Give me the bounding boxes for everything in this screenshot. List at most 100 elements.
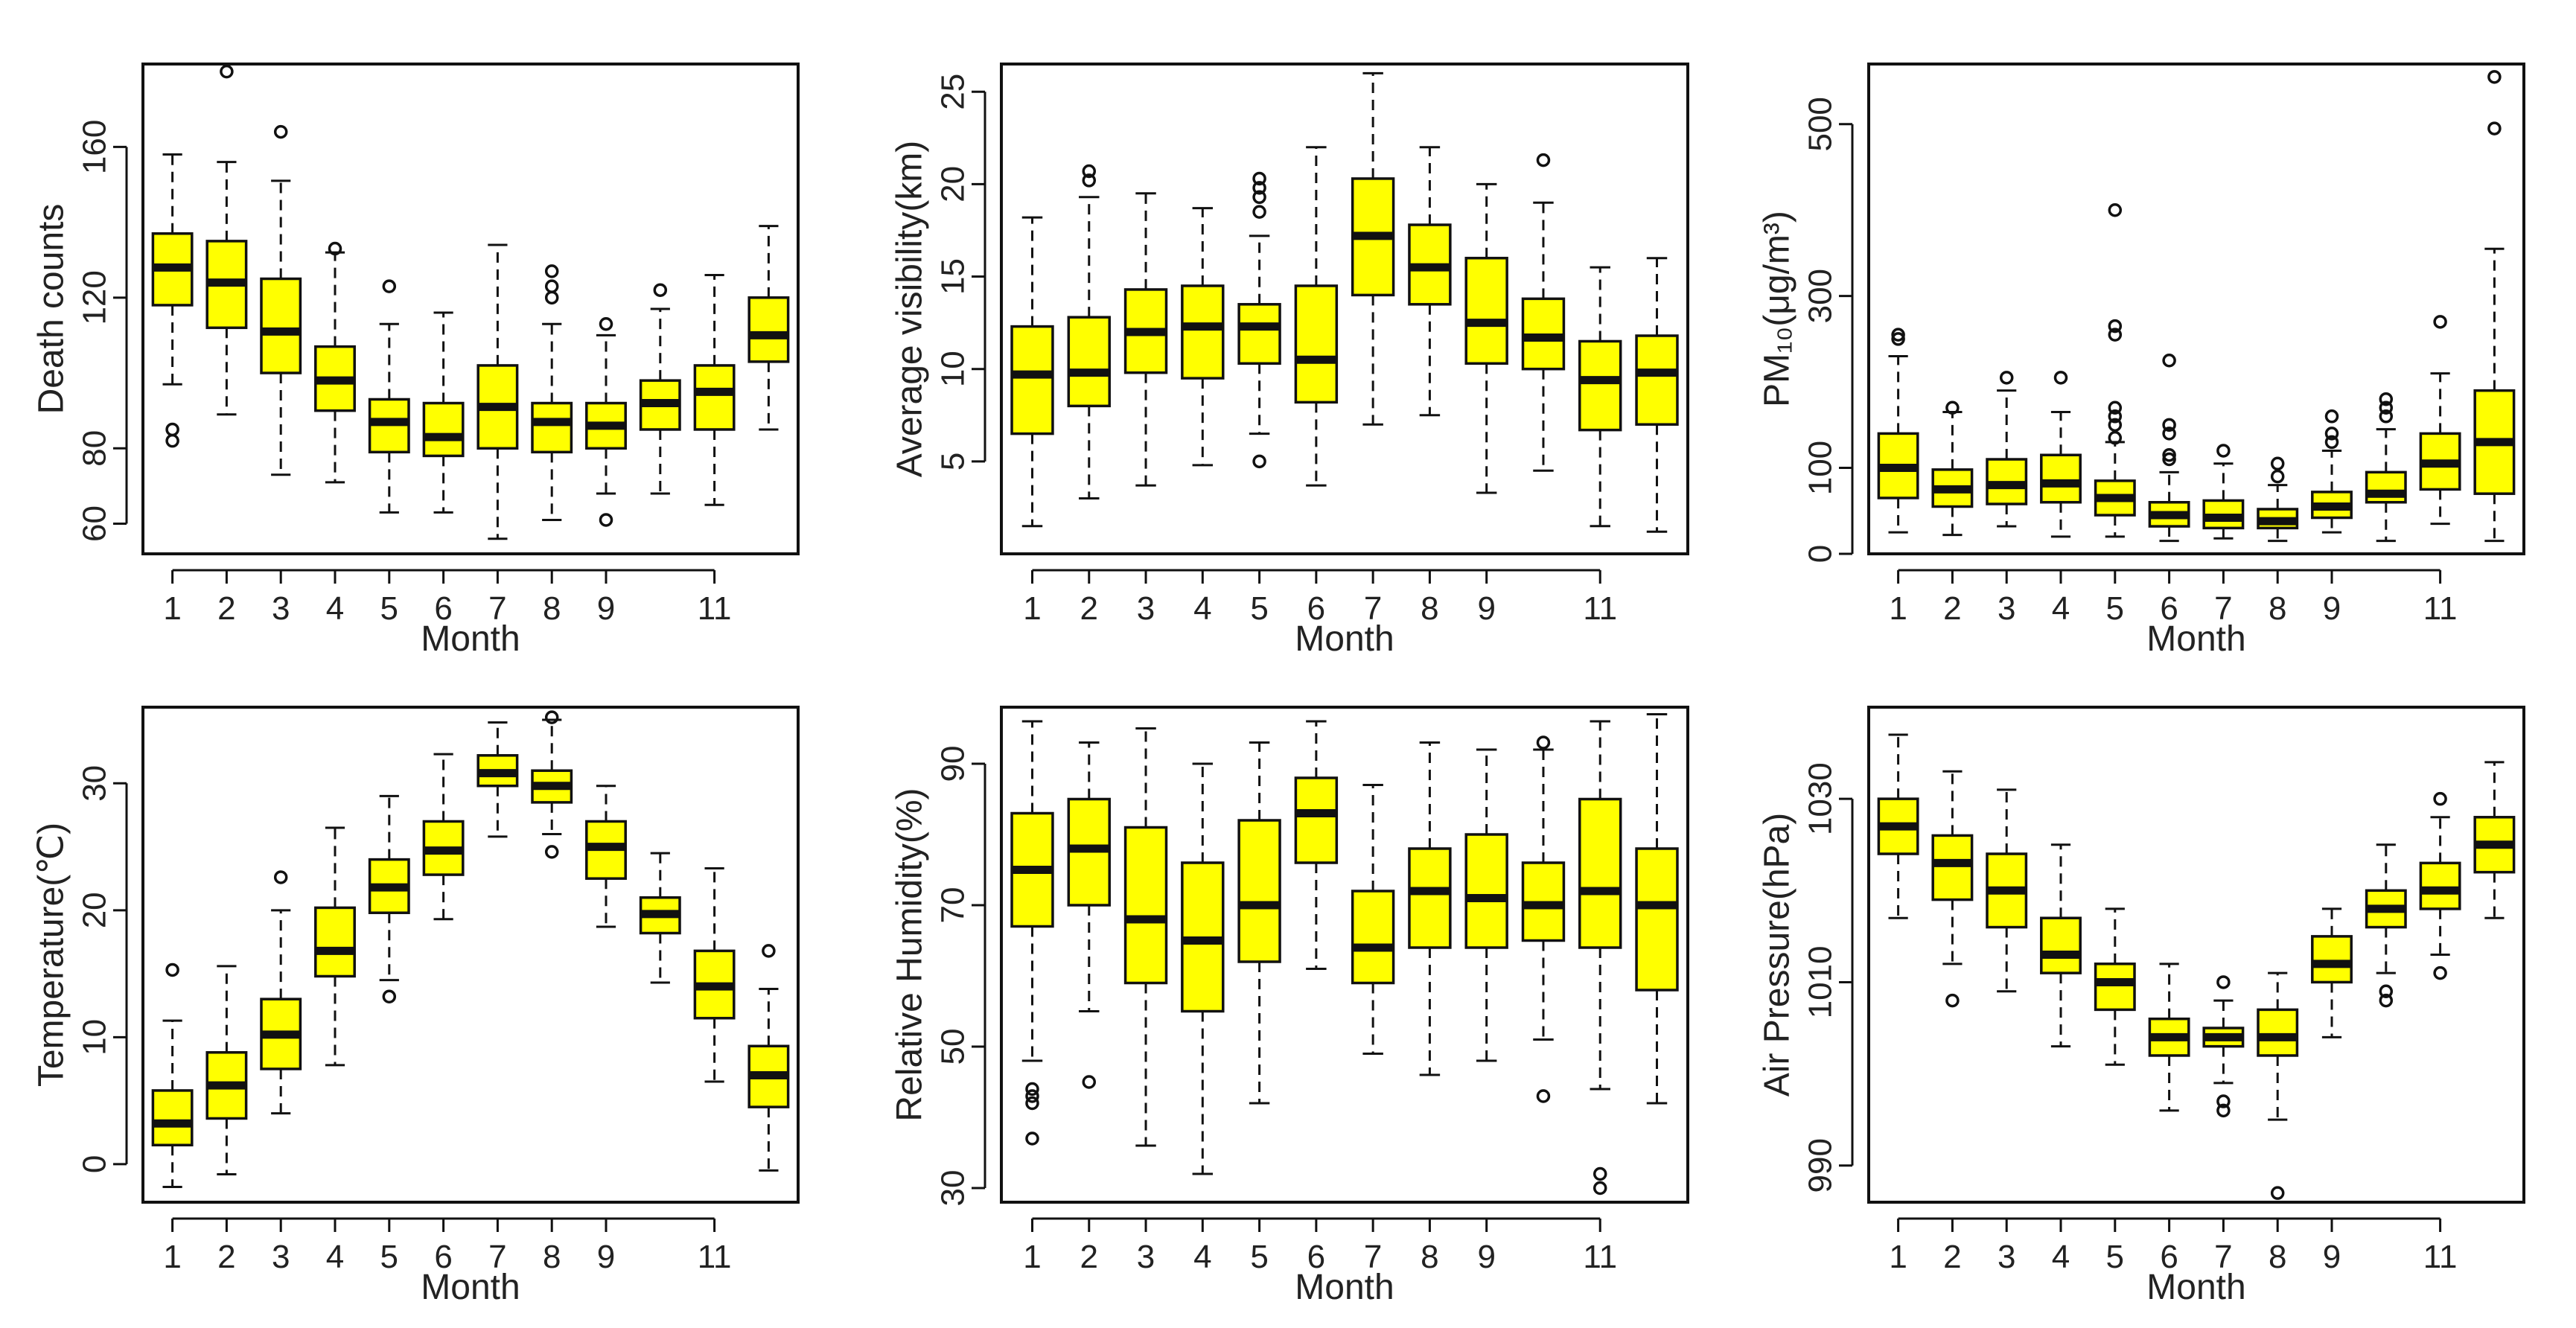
x-axis-title: Month (2146, 1268, 2245, 1307)
outlier-point (2108, 409, 2123, 424)
box-month-11 (693, 867, 736, 1083)
outlier-point (1593, 1181, 1607, 1195)
outlier-point (1536, 153, 1551, 167)
x-tick-label: 2 (217, 590, 235, 627)
y-tick-label: 10 (77, 1019, 113, 1056)
x-tick-label: 5 (380, 590, 398, 627)
outlier-point (2053, 371, 2068, 385)
outlier-point (1945, 400, 1960, 415)
iqr-box (1635, 334, 1679, 426)
x-axis-title: Month (421, 619, 520, 659)
x-tick-label: 2 (1080, 590, 1098, 627)
outlier-point (165, 422, 179, 437)
box-month-8 (531, 264, 573, 521)
box-month-7 (1351, 71, 1395, 426)
box-month-2 (1067, 741, 1111, 1089)
iqr-box (1931, 834, 1974, 901)
box-month-12 (2473, 70, 2516, 543)
box-month-12 (2473, 761, 2516, 919)
box-month-12 (747, 944, 790, 1172)
box-month-6 (422, 311, 465, 514)
iqr-box (1237, 819, 1281, 963)
y-tick-label: 990 (1802, 1138, 1839, 1193)
box-month-10 (1521, 735, 1566, 1103)
outlier-point (1025, 1131, 1039, 1146)
x-tick-label: 5 (2106, 590, 2124, 627)
outlier-point (328, 241, 342, 256)
box-month-11 (1578, 720, 1622, 1195)
box-month-11 (2419, 315, 2461, 526)
x-tick-label: 6 (2160, 1239, 2178, 1275)
y-tick-label: 15 (935, 258, 972, 295)
box-month-8 (531, 710, 573, 859)
y-tick-label: 120 (77, 270, 113, 325)
box-month-9 (1464, 182, 1508, 494)
x-tick-label: 6 (434, 590, 452, 627)
box-month-11 (1578, 266, 1622, 528)
box-month-10 (2365, 392, 2407, 543)
box-month-3 (1123, 192, 1168, 487)
outlier-point (762, 944, 776, 958)
outlier-point (544, 710, 559, 724)
outlier-point (599, 316, 613, 331)
box-month-7 (1351, 784, 1395, 1055)
x-tick-label: 5 (2106, 1239, 2124, 1275)
x-tick-label: 5 (1250, 590, 1268, 627)
y-tick-label: 30 (935, 1170, 972, 1207)
x-tick-label: 4 (2052, 590, 2070, 627)
outlier-point (2162, 447, 2176, 462)
outlier-point (165, 963, 179, 977)
box-month-4 (1181, 762, 1225, 1175)
outlier-point (2487, 121, 2502, 135)
y-tick-label: 1010 (1802, 945, 1839, 1018)
box-month-8 (1408, 146, 1452, 417)
x-tick-label: 8 (1421, 590, 1438, 627)
iqr-box (1294, 776, 1339, 864)
iqr-box (747, 296, 790, 363)
box-month-7 (476, 721, 519, 838)
iqr-box (2257, 1008, 2299, 1057)
box-month-3 (260, 870, 302, 1115)
x-tick-label: 9 (1477, 590, 1495, 627)
x-tick-label: 1 (1889, 1239, 1907, 1275)
box-month-3 (1123, 727, 1168, 1147)
box-month-2 (1067, 164, 1111, 500)
outlier-point (1025, 1082, 1039, 1096)
x-tick-label: 8 (2269, 590, 2286, 627)
box-month-10 (1521, 153, 1566, 472)
outlier-point (2270, 456, 2285, 471)
outlier-point (2216, 975, 2231, 989)
box-month-3 (1986, 371, 2028, 528)
box-month-8 (2257, 971, 2299, 1200)
x-tick-label: 9 (2323, 1239, 2341, 1275)
x-tick-label: 7 (488, 1239, 506, 1275)
outlier-point (382, 989, 397, 1004)
outlier-point (1082, 1075, 1097, 1089)
outlier-point (1252, 171, 1266, 186)
outlier-point (544, 279, 559, 293)
box-month-1 (1010, 720, 1054, 1146)
outlier-point (1082, 173, 1097, 188)
x-tick-label: 7 (2214, 590, 2232, 627)
box-month-12 (1635, 713, 1679, 1105)
outlier-point (653, 283, 668, 297)
iqr-box (151, 1089, 194, 1147)
outlier-point (2433, 315, 2447, 329)
box-month-4 (314, 241, 356, 484)
box-month-7 (2202, 444, 2245, 540)
x-tick-label: 3 (272, 590, 290, 627)
iqr-box (1123, 826, 1168, 985)
x-tick-label: 8 (543, 590, 561, 627)
iqr-box (1237, 303, 1281, 365)
outlier-point (2108, 328, 2123, 342)
x-tick-label: 7 (1364, 1239, 1382, 1275)
x-axis-title: Month (1295, 1268, 1394, 1307)
y-tick-label: 0 (1802, 545, 1839, 563)
x-tick-label: 8 (2269, 1239, 2286, 1275)
x-tick-label: 4 (326, 1239, 344, 1275)
outlier-point (1025, 1096, 1039, 1111)
iqr-box (531, 401, 573, 454)
